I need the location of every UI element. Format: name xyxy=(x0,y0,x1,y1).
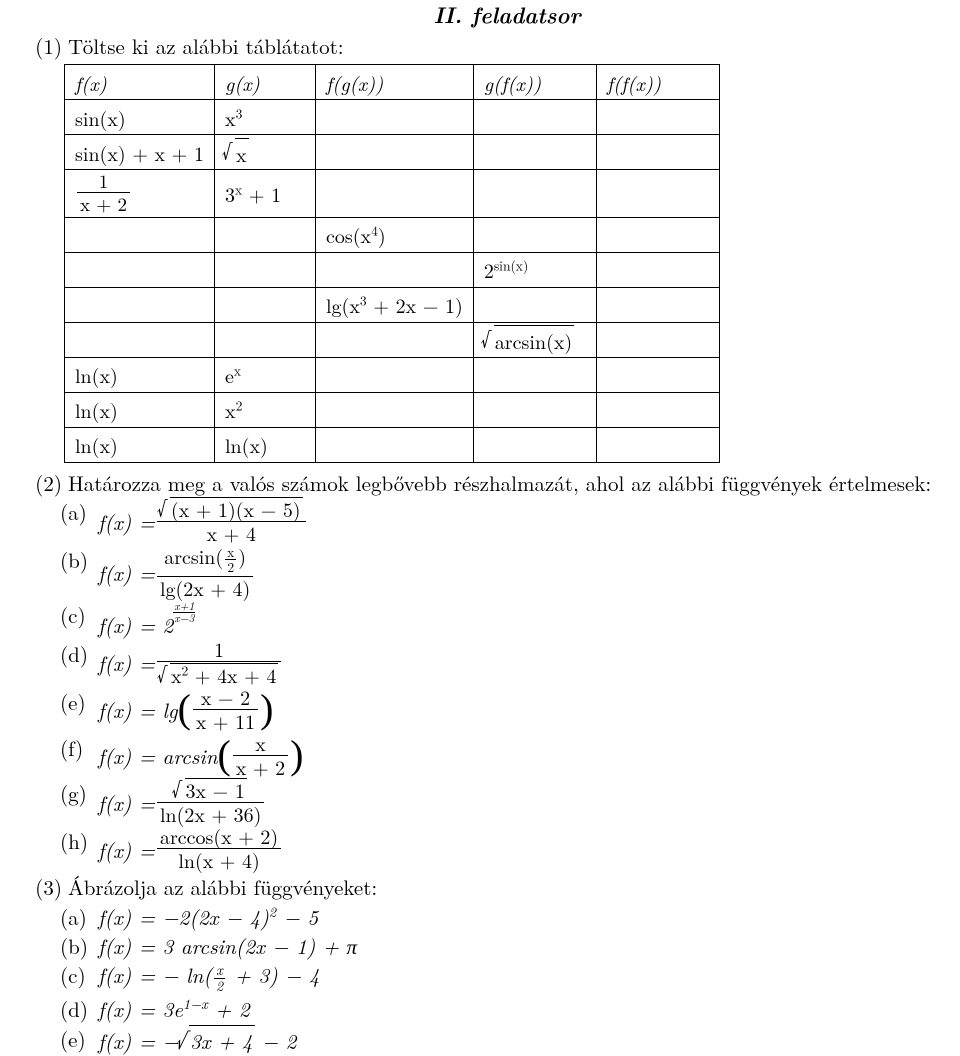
table-header-row: f(x) g(x) f(g(x)) g(f(x)) f(f(x)) xyxy=(65,65,720,100)
q2b-label: (b) xyxy=(60,546,98,574)
q3e-label: (e) xyxy=(60,1025,98,1053)
table-row: lg(x3 + 2x − 1) xyxy=(65,287,720,322)
q3d-label: (d) xyxy=(60,995,98,1023)
q2f-label: (f) xyxy=(60,734,98,762)
q2e-label: (e) xyxy=(60,688,98,716)
q2h: (h) f(x) = arccos(x + 2)ln(x + 4) xyxy=(60,827,936,872)
th-gfx: g(f(x)) xyxy=(473,65,596,100)
q2f: (f) f(x) = arcsin (xx + 2) xyxy=(60,734,936,779)
cell: x3 xyxy=(215,100,316,135)
th-gx: g(x) xyxy=(215,65,316,100)
table-row: ln(x) ln(x) xyxy=(65,427,720,462)
cell: x2 xyxy=(215,392,316,427)
question-3: (3) Ábrázolja az alábbi függvényeket: xyxy=(18,873,936,901)
cell: lg(x3 + 2x − 1) xyxy=(316,287,474,322)
q3b-label: (b) xyxy=(60,932,98,960)
cell: 1x + 2 xyxy=(65,170,215,218)
q2h-label: (h) xyxy=(60,827,98,855)
question-1: (1) Töltse ki az alábbi táblátatot: xyxy=(18,32,936,60)
cell: 2sin(x) xyxy=(473,252,596,287)
table-row: 2sin(x) xyxy=(65,252,720,287)
q3-number: (3) xyxy=(18,873,68,901)
cell: ln(x) xyxy=(65,357,215,392)
q2g-label: (g) xyxy=(60,779,98,807)
worksheet-title: II. feladatsor xyxy=(78,0,936,30)
table-row: arcsin(x) xyxy=(65,322,720,357)
q1-table-wrapper: f(x) g(x) f(g(x)) g(f(x)) f(f(x)) sin(x)… xyxy=(64,64,936,463)
q2a: (a) f(x) = (x + 1)(x − 5)x + 4 xyxy=(60,498,936,545)
q2b: (b) f(x) = arcsin(x2)lg(2x + 4) xyxy=(60,546,936,599)
q2g: (g) f(x) = 3x − 1ln(2x + 36) xyxy=(60,779,936,826)
q3a: (a) f(x) = −2(2x − 4)2 − 5 xyxy=(60,903,936,931)
cell: ex xyxy=(215,357,316,392)
cell: arcsin(x) xyxy=(473,322,596,357)
th-fx: f(x) xyxy=(65,65,215,100)
q2d-label: (d) xyxy=(60,640,98,668)
q2-sublist: (a) f(x) = (x + 1)(x − 5)x + 4 (b) f(x) … xyxy=(60,498,936,872)
cell: cos(x4) xyxy=(316,217,474,252)
q2-text: Határozza meg a valós számok legbővebb r… xyxy=(68,469,936,497)
composition-table: f(x) g(x) f(g(x)) g(f(x)) f(f(x)) sin(x)… xyxy=(64,64,720,463)
question-2: (2) Határozza meg a valós számok legbőve… xyxy=(18,469,936,497)
q2e: (e) f(x) = lg (x − 2x + 11) xyxy=(60,688,936,733)
th-ffx: f(f(x)) xyxy=(596,65,719,100)
q3d: (d) f(x) = 3e1−x + 2 xyxy=(60,995,936,1023)
cell: x xyxy=(215,135,316,170)
q2a-label: (a) xyxy=(60,498,98,526)
cell: 3x + 1 xyxy=(215,170,316,218)
table-row: ln(x) x2 xyxy=(65,392,720,427)
table-row: sin(x) x3 xyxy=(65,100,720,135)
q3e: (e) f(x) = −3x + 4 − 2 xyxy=(60,1025,936,1055)
q3a-label: (a) xyxy=(60,903,98,931)
table-row: 1x + 2 3x + 1 xyxy=(65,170,720,218)
cell: ln(x) xyxy=(215,427,316,462)
table-row: ln(x) ex xyxy=(65,357,720,392)
q2d: (d) f(x) = 1x2 + 4x + 4 xyxy=(60,640,936,687)
table-row: cos(x4) xyxy=(65,217,720,252)
cell: sin(x) + x + 1 xyxy=(65,135,215,170)
cell: ln(x) xyxy=(65,427,215,462)
q2c: (c) f(x) = 2x+1x−3 xyxy=(60,601,936,639)
q3b: (b) f(x) = 3 arcsin(2x − 1) + π xyxy=(60,932,936,960)
th-fgx: f(g(x)) xyxy=(316,65,474,100)
table-row: sin(x) + x + 1 x xyxy=(65,135,720,170)
q3-sublist: (a) f(x) = −2(2x − 4)2 − 5 (b) f(x) = 3 … xyxy=(60,903,936,1055)
q3-text: Ábrázolja az alábbi függvényeket: xyxy=(68,873,936,901)
cell: sin(x) xyxy=(65,100,215,135)
q2c-label: (c) xyxy=(60,601,98,629)
page: II. feladatsor (1) Töltse ki az alábbi t… xyxy=(0,0,960,1000)
cell: ln(x) xyxy=(65,392,215,427)
q3c-label: (c) xyxy=(60,961,98,989)
q2-number: (2) xyxy=(18,469,68,497)
q1-text: Töltse ki az alábbi táblátatot: xyxy=(68,32,936,60)
q1-number: (1) xyxy=(18,32,68,60)
q3c: (c) f(x) = − ln(x2 + 3) − 4 xyxy=(60,961,936,994)
